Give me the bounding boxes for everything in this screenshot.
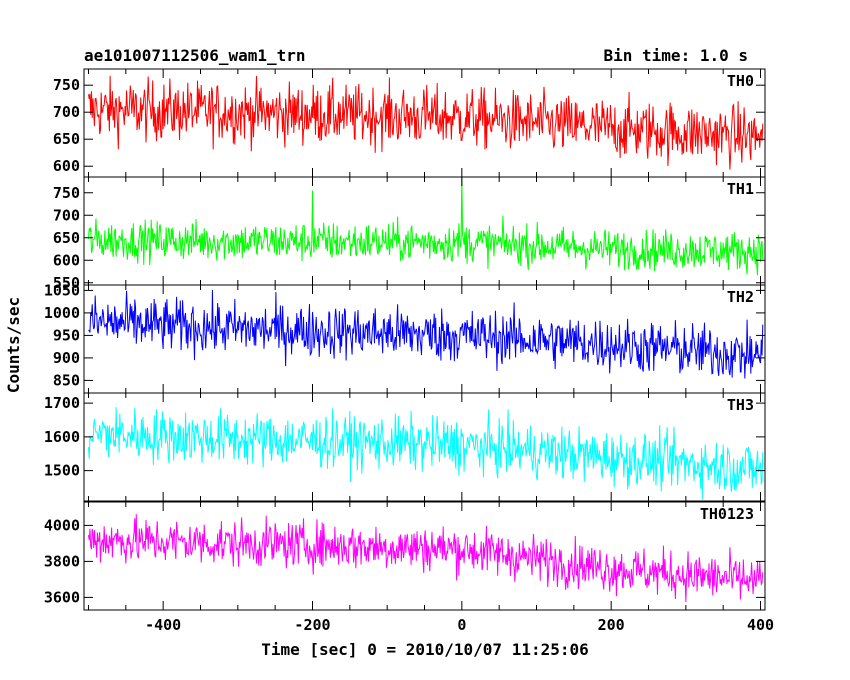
y-tick-label: 3800: [44, 552, 80, 570]
y-axis-label: Counts/sec: [4, 297, 23, 393]
x-tick-label: -400: [145, 616, 181, 634]
chart-title: ae101007112506_wam1_trn: [84, 46, 306, 65]
y-tick-label: 600: [53, 157, 80, 175]
x-tick-label: 400: [747, 616, 774, 634]
panels: 600 650 700 750 TH0 550 600 650 700 750 TH1 850 900 9…: [44, 68, 774, 634]
x-tick-label: -200: [294, 616, 330, 634]
y-tick-label: 1500: [44, 462, 80, 480]
panel-label-th1: TH1: [727, 180, 754, 198]
y-tick-label: 650: [53, 229, 80, 247]
y-tick-label: 1050: [44, 281, 80, 299]
y-tick-label: 750: [53, 76, 80, 94]
y-tick-label: 950: [53, 326, 80, 344]
panel-label-th0123: TH0123: [700, 505, 754, 523]
y-tick-label: 1000: [44, 304, 80, 322]
y-tick-label: 700: [53, 103, 80, 121]
y-tick-label: 3600: [44, 588, 80, 606]
y-tick-label: 700: [53, 206, 80, 224]
series-th2: [88, 290, 764, 379]
y-tick-label: 550: [53, 274, 80, 292]
panel-label-th3: TH3: [727, 396, 754, 414]
y-tick-label: 1600: [44, 428, 80, 446]
y-tick-label: 4000: [44, 516, 80, 534]
x-axis-label: Time [sec] 0 = 2010/10/07 11:25:06: [261, 640, 589, 659]
y-tick-label: 650: [53, 130, 80, 148]
series-th3: [87, 407, 764, 500]
series-th0123: [87, 514, 764, 603]
panel-label-th0: TH0: [727, 72, 754, 90]
y-tick-label: 750: [53, 184, 80, 202]
x-tick-label: 200: [598, 616, 625, 634]
series-th1: [87, 177, 764, 276]
series-th0: [87, 75, 764, 170]
y-tick-label: 850: [53, 371, 80, 389]
panel-label-th2: TH2: [727, 288, 754, 306]
x-tick-label: 0: [457, 616, 466, 634]
bin-time-label: Bin time: 1.0 s: [604, 46, 749, 65]
y-tick-label: 600: [53, 251, 80, 269]
y-tick-label: 1700: [44, 394, 80, 412]
y-tick-label: 900: [53, 349, 80, 367]
